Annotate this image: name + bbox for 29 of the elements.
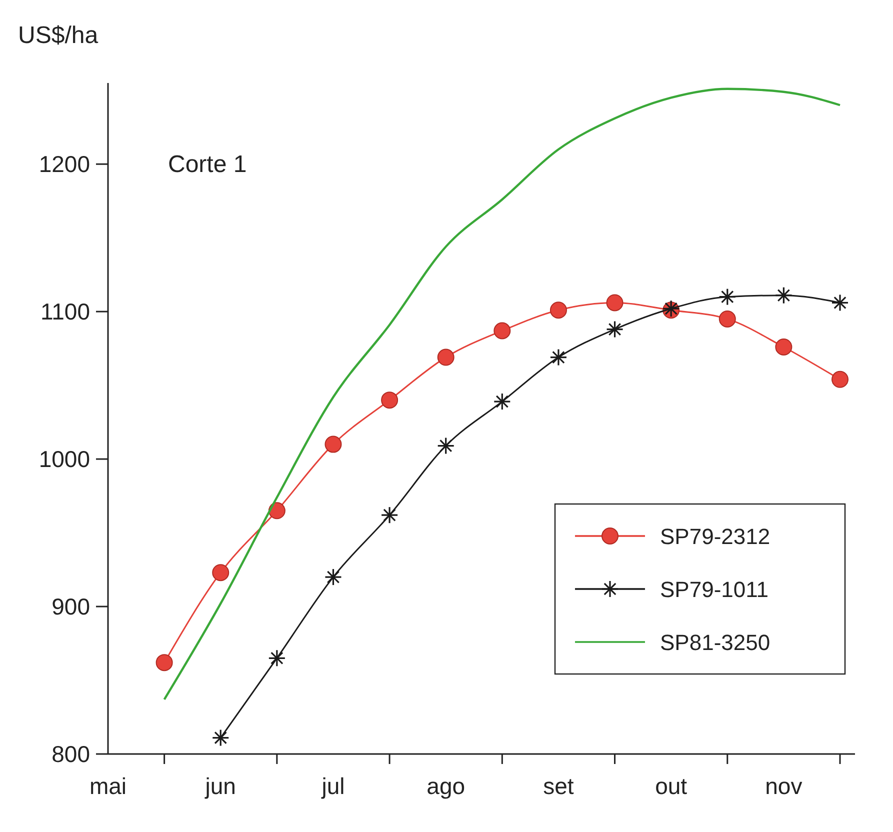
y-tick-label: 800 <box>52 741 90 767</box>
y-tick-label: 900 <box>52 594 90 620</box>
legend-label: SP81-3250 <box>660 630 770 655</box>
point <box>718 310 736 328</box>
point <box>550 302 567 319</box>
legend-label: SP79-2312 <box>660 524 770 549</box>
x-tick-label: nov <box>765 773 803 799</box>
x-tick-label: set <box>543 773 574 799</box>
legend-label: SP79-1011 <box>660 577 768 602</box>
x-tick-label: mai <box>89 773 127 799</box>
point <box>832 370 848 388</box>
y-tick-label: 1100 <box>40 298 90 325</box>
point <box>324 436 342 453</box>
x-tick-label: out <box>655 773 688 799</box>
x-tick-label: jun <box>204 773 236 799</box>
y-tick-label: 1000 <box>38 446 90 472</box>
y-axis-title: US$/ha <box>18 22 99 49</box>
x-tick-label: ago <box>426 773 466 799</box>
point <box>437 348 454 366</box>
point <box>212 564 230 582</box>
point <box>494 322 511 340</box>
point <box>606 294 624 312</box>
y-tick-label: 1200 <box>38 151 90 178</box>
point <box>775 338 792 356</box>
line-series <box>163 88 842 701</box>
text: Corte 1 <box>168 151 247 178</box>
point <box>156 654 173 672</box>
x-tick-label: jul <box>320 773 345 799</box>
point <box>381 392 398 409</box>
